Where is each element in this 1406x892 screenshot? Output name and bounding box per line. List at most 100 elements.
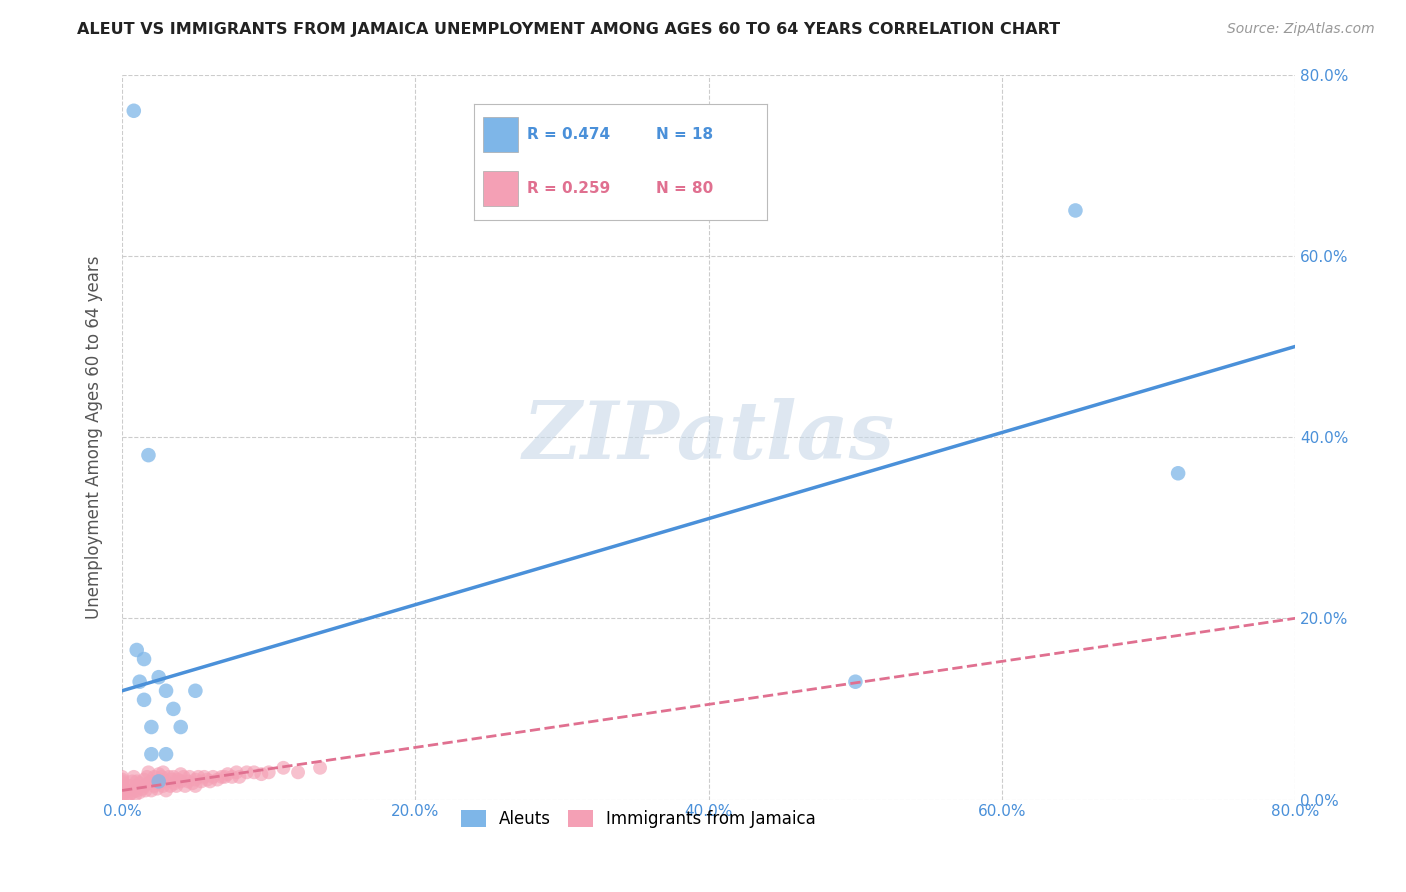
Point bbox=[115, 783, 138, 797]
Text: ZIPatlas: ZIPatlas bbox=[523, 398, 894, 475]
Point bbox=[111, 783, 134, 797]
Point bbox=[132, 652, 155, 666]
Point bbox=[111, 770, 134, 784]
Point bbox=[141, 774, 163, 789]
Point bbox=[166, 772, 188, 787]
Point bbox=[155, 774, 177, 789]
Point bbox=[225, 765, 247, 780]
Point bbox=[214, 770, 236, 784]
Point bbox=[150, 770, 173, 784]
Point bbox=[844, 674, 866, 689]
Point bbox=[181, 776, 204, 790]
Point bbox=[201, 770, 224, 784]
Point bbox=[170, 767, 193, 781]
Point bbox=[173, 770, 195, 784]
Y-axis label: Unemployment Among Ages 60 to 64 years: Unemployment Among Ages 60 to 64 years bbox=[86, 255, 103, 619]
Point bbox=[250, 767, 273, 781]
Point bbox=[141, 720, 163, 734]
Point bbox=[125, 774, 148, 789]
Point bbox=[162, 702, 184, 716]
Point bbox=[128, 776, 150, 790]
Point bbox=[170, 720, 193, 734]
Point bbox=[179, 770, 201, 784]
Point bbox=[174, 779, 197, 793]
Point bbox=[162, 770, 184, 784]
Text: Source: ZipAtlas.com: Source: ZipAtlas.com bbox=[1227, 22, 1375, 37]
Point bbox=[118, 779, 141, 793]
Point bbox=[122, 103, 145, 118]
Point bbox=[141, 747, 163, 762]
Point bbox=[184, 772, 207, 787]
Point bbox=[170, 774, 193, 789]
Point bbox=[143, 779, 166, 793]
Point bbox=[111, 772, 134, 787]
Point bbox=[152, 765, 174, 780]
Point bbox=[124, 788, 146, 802]
Point bbox=[155, 683, 177, 698]
Point bbox=[257, 765, 280, 780]
Point bbox=[243, 765, 266, 780]
Point bbox=[149, 772, 172, 787]
Point bbox=[111, 785, 134, 799]
Point bbox=[115, 792, 138, 806]
Point bbox=[138, 765, 160, 780]
Point bbox=[136, 770, 159, 784]
Point bbox=[160, 772, 183, 787]
Point bbox=[121, 785, 143, 799]
Point bbox=[287, 765, 309, 780]
Point bbox=[211, 770, 233, 784]
Point bbox=[152, 779, 174, 793]
Point bbox=[128, 674, 150, 689]
Point bbox=[148, 767, 170, 781]
Point bbox=[235, 765, 257, 780]
Point bbox=[1167, 467, 1189, 481]
Legend: Aleuts, Immigrants from Jamaica: Aleuts, Immigrants from Jamaica bbox=[454, 803, 823, 835]
Point bbox=[138, 448, 160, 462]
Point bbox=[184, 683, 207, 698]
Point bbox=[155, 783, 177, 797]
Text: ALEUT VS IMMIGRANTS FROM JAMAICA UNEMPLOYMENT AMONG AGES 60 TO 64 YEARS CORRELAT: ALEUT VS IMMIGRANTS FROM JAMAICA UNEMPLO… bbox=[77, 22, 1060, 37]
Point bbox=[193, 770, 215, 784]
Point bbox=[184, 779, 207, 793]
Point bbox=[273, 761, 295, 775]
Point bbox=[111, 774, 134, 789]
Point bbox=[228, 770, 250, 784]
Point bbox=[111, 781, 134, 796]
Point bbox=[207, 772, 229, 787]
Point bbox=[125, 643, 148, 657]
Point bbox=[132, 779, 155, 793]
Point bbox=[143, 770, 166, 784]
Point bbox=[128, 785, 150, 799]
Point bbox=[141, 783, 163, 797]
Point bbox=[111, 788, 134, 802]
Point bbox=[111, 779, 134, 793]
Point bbox=[309, 761, 332, 775]
Point bbox=[146, 781, 169, 796]
Point bbox=[148, 776, 170, 790]
Point bbox=[198, 774, 221, 789]
Point bbox=[221, 770, 243, 784]
Point bbox=[217, 767, 239, 781]
Point bbox=[157, 770, 180, 784]
Point bbox=[163, 776, 186, 790]
Point bbox=[177, 774, 200, 789]
Point bbox=[125, 783, 148, 797]
Point bbox=[111, 792, 134, 806]
Point bbox=[111, 776, 134, 790]
Point bbox=[125, 779, 148, 793]
Point bbox=[1064, 203, 1087, 218]
Point bbox=[195, 772, 218, 787]
Point bbox=[118, 788, 141, 802]
Point bbox=[148, 774, 170, 789]
Point bbox=[121, 781, 143, 796]
Point bbox=[155, 747, 177, 762]
Point bbox=[132, 772, 155, 787]
Point bbox=[131, 781, 153, 796]
Point bbox=[132, 693, 155, 707]
Point bbox=[121, 774, 143, 789]
Point bbox=[134, 783, 156, 797]
Point bbox=[190, 774, 212, 789]
Point bbox=[122, 770, 145, 784]
Point bbox=[187, 770, 209, 784]
Point bbox=[159, 779, 181, 793]
